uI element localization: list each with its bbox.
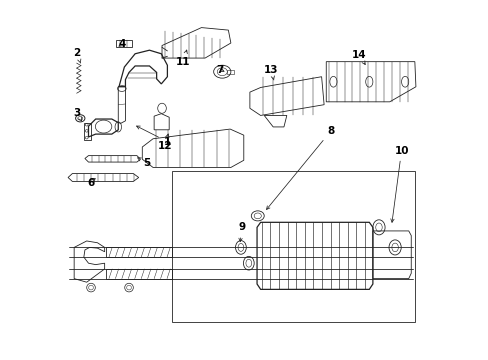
- Text: 6: 6: [87, 178, 95, 188]
- Text: 12: 12: [157, 134, 172, 151]
- Text: 1: 1: [136, 126, 171, 147]
- Text: 13: 13: [263, 64, 278, 80]
- Text: 10: 10: [390, 145, 408, 222]
- Text: 14: 14: [351, 50, 366, 64]
- Text: 9: 9: [238, 222, 244, 242]
- Text: 3: 3: [73, 108, 81, 121]
- Bar: [172, 171, 414, 321]
- Text: 5: 5: [137, 158, 150, 168]
- Text: 2: 2: [73, 48, 81, 63]
- Text: 4: 4: [118, 40, 125, 49]
- Text: 8: 8: [266, 126, 334, 210]
- Text: 11: 11: [175, 50, 190, 67]
- Text: 7: 7: [216, 64, 224, 75]
- Bar: [227, 69, 233, 74]
